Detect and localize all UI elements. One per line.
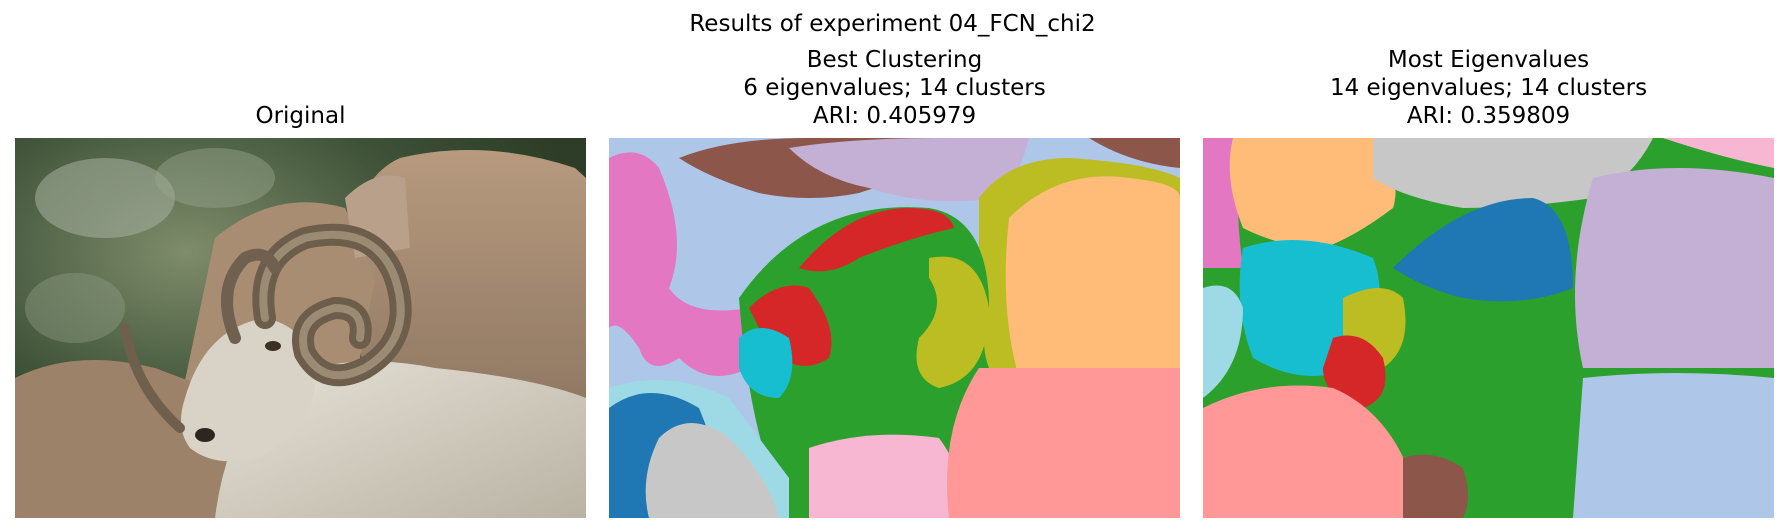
most-eigenvalues-panel-title: Most Eigenvalues 14 eigenvalues; 14 clus… <box>1203 46 1774 130</box>
best-title-line-1: Best Clustering <box>806 47 983 73</box>
best-clustering-segmentation <box>609 138 1180 518</box>
best-clustering-panel-title: Best Clustering 6 eigenvalues; 14 cluste… <box>609 46 1180 130</box>
most-title-line-2: 14 eigenvalues; 14 clusters <box>1329 75 1648 101</box>
most-title-line-1: Most Eigenvalues <box>1387 47 1590 73</box>
most-eigenvalues-segmentation <box>1203 138 1774 518</box>
figure-suptitle: Results of experiment 04_FCN_chi2 <box>689 11 1096 37</box>
most-title-line-3: ARI: 0.359809 <box>1406 103 1571 129</box>
best-title-line-3: ARI: 0.405979 <box>812 103 977 129</box>
original-image-panel <box>15 138 586 518</box>
original-title-line: Original <box>255 103 346 129</box>
original-photo <box>15 138 586 518</box>
best-clustering-map <box>609 138 1180 518</box>
original-panel-title: Original <box>15 102 586 130</box>
best-title-line-2: 6 eigenvalues; 14 clusters <box>743 75 1046 101</box>
most-eigenvalues-map <box>1203 138 1774 518</box>
